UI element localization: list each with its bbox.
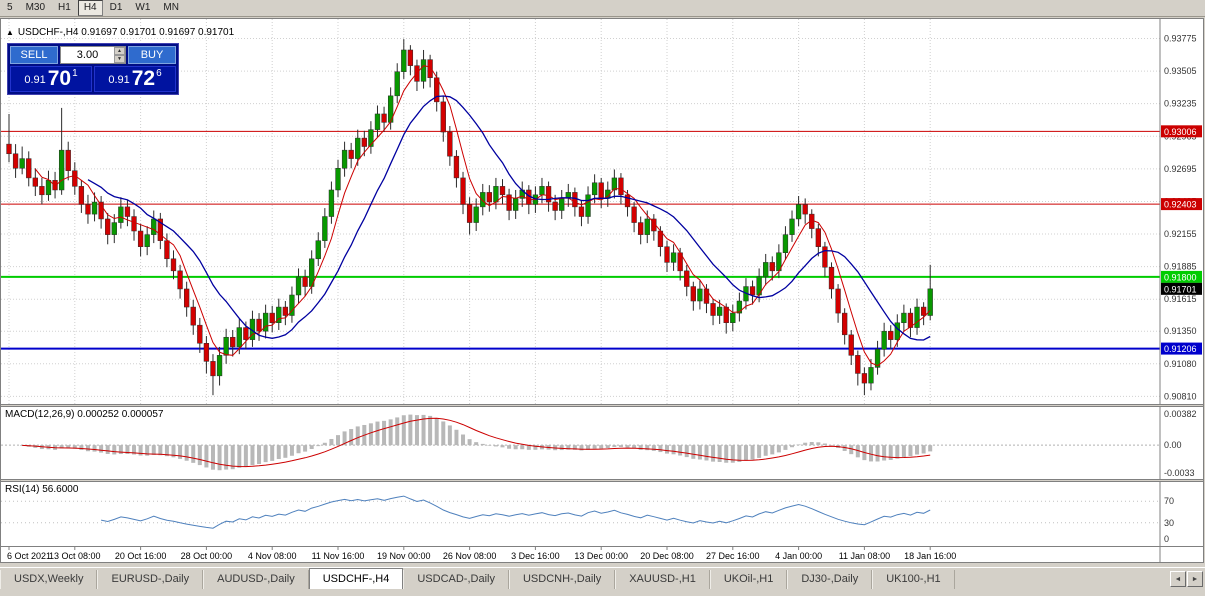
timeframe-button-mn[interactable]: MN xyxy=(163,2,179,13)
chart-tab-ukoil-h1[interactable]: UKOil-,H1 xyxy=(709,570,788,589)
horizontal-levels[interactable] xyxy=(1,130,1160,350)
timeframe-button-w1[interactable]: W1 xyxy=(135,2,151,13)
timeframe-button-5[interactable]: 5 xyxy=(7,2,13,13)
svg-text:0.91800: 0.91800 xyxy=(1164,272,1197,282)
svg-text:0.92403: 0.92403 xyxy=(1164,200,1197,210)
svg-text:0.00: 0.00 xyxy=(1164,440,1182,450)
svg-text:0: 0 xyxy=(1164,534,1169,544)
svg-text:0.93006: 0.93006 xyxy=(1164,127,1197,137)
volume-decrease-button[interactable]: ▼ xyxy=(114,55,125,63)
svg-text:0.91206: 0.91206 xyxy=(1164,344,1197,354)
timeframe-button-m30[interactable]: M30 xyxy=(25,2,46,13)
time-axis-label: 26 Nov 08:00 xyxy=(443,551,497,561)
time-axis-label: 28 Oct 00:00 xyxy=(181,551,233,561)
ask-price-pipette: 6 xyxy=(156,68,162,79)
chart-tab-usdx-weekly[interactable]: USDX,Weekly xyxy=(0,570,98,589)
svg-text:0.92695: 0.92695 xyxy=(1164,164,1197,174)
price-tag[interactable]: 0.91800 xyxy=(1161,270,1202,283)
svg-text:0.91701: 0.91701 xyxy=(1164,284,1197,294)
tab-scroll-left-button[interactable]: ◄ xyxy=(1170,571,1186,587)
macd-histogram xyxy=(20,414,933,471)
chart-header: ▲ USDCHF-,H4 0.91697 0.91701 0.91697 0.9… xyxy=(6,27,234,38)
price-tag[interactable]: 0.92403 xyxy=(1161,198,1202,211)
timeframe-button-d1[interactable]: D1 xyxy=(109,2,123,13)
ask-price-big-digits: 72 xyxy=(131,67,156,90)
chart-tab-uk100-h1[interactable]: UK100-,H1 xyxy=(872,570,955,589)
bid-price[interactable]: 0.91 70 1 xyxy=(10,66,92,92)
time-axis-label: 27 Dec 16:00 xyxy=(706,551,760,561)
time-axis-label: 4 Nov 08:00 xyxy=(248,551,297,561)
ask-price[interactable]: 0.91 72 6 xyxy=(94,66,176,92)
svg-text:0.92155: 0.92155 xyxy=(1164,229,1197,239)
chart-tab-bar: USDX,Weekly EURUSD-,Daily AUDUSD-,Daily USD… xyxy=(0,567,1205,589)
bid-price-prefix: 0.91 xyxy=(24,74,46,86)
svg-text:0.93235: 0.93235 xyxy=(1164,99,1197,109)
svg-text:0.91615: 0.91615 xyxy=(1164,294,1197,304)
candlesticks xyxy=(6,39,933,396)
time-axis-label: 11 Nov 16:00 xyxy=(312,551,365,561)
time-axis-label: 4 Jan 00:00 xyxy=(775,551,822,561)
chart-tab-xauusd-h1[interactable]: XAUUSD-,H1 xyxy=(615,570,710,589)
chart-tab-usdchf-h4[interactable]: USDCHF-,H4 xyxy=(308,568,404,589)
rsi-header: RSI(14) 56.6000 xyxy=(5,484,79,495)
svg-text:-0.0033: -0.0033 xyxy=(1164,468,1195,478)
price-tag: 0.91701 xyxy=(1161,282,1202,295)
svg-text:0.90810: 0.90810 xyxy=(1164,391,1197,401)
time-axis-label: 3 Dec 16:00 xyxy=(511,551,560,561)
chart-tab-usdcad-daily[interactable]: USDCAD-,Daily xyxy=(403,570,509,589)
chart-tab-list: USDX,Weekly EURUSD-,Daily AUDUSD-,Daily USD… xyxy=(0,568,1166,589)
timeframe-buttons-group: 5 M30 H1 H4 D1 W1 MN xyxy=(1,0,185,16)
svg-text:30: 30 xyxy=(1164,518,1174,528)
svg-text:0.91885: 0.91885 xyxy=(1164,262,1197,272)
tab-scroll-buttons: ◄ ► xyxy=(1166,571,1205,589)
svg-text:0.91080: 0.91080 xyxy=(1164,359,1197,369)
time-axis-label: 18 Jan 16:00 xyxy=(904,551,956,561)
one-click-trading-panel: SELL 3.00 ▲ ▼ BUY 0.91 70 1 xyxy=(7,43,179,95)
svg-text:0.93505: 0.93505 xyxy=(1164,66,1197,76)
chart-tab-usdcnh-daily[interactable]: USDCNH-,Daily xyxy=(508,570,616,589)
svg-text:0.93775: 0.93775 xyxy=(1164,34,1197,44)
chart-tab-audusd-daily[interactable]: AUDUSD-,Daily xyxy=(203,570,309,589)
time-axis-label: 6 Oct 2021 xyxy=(7,551,51,561)
price-tag[interactable]: 0.91206 xyxy=(1161,342,1202,355)
price-tag[interactable]: 0.93006 xyxy=(1161,125,1202,138)
volume-increase-button[interactable]: ▲ xyxy=(114,47,125,55)
timeframe-toolbar: 5 M30 H1 H4 D1 W1 MN xyxy=(0,0,1205,17)
time-axis-label: 11 Jan 08:00 xyxy=(839,551,890,561)
svg-text:0.91350: 0.91350 xyxy=(1164,326,1197,336)
time-axis-label: 13 Oct 08:00 xyxy=(49,551,101,561)
rsi-indicator-panel: RSI(14) 56.6000 70 30 0 xyxy=(1,482,1203,546)
timeframe-button-h4[interactable]: H4 xyxy=(77,0,103,16)
chart-tab-dj30-daily[interactable]: DJ30-,Daily xyxy=(787,570,873,589)
price-chart-area: 0.937750.935050.932350.929650.926950.924… xyxy=(1,19,1203,404)
ask-price-prefix: 0.91 xyxy=(108,74,130,86)
volume-spinner: ▲ ▼ xyxy=(114,47,125,63)
chart-tab-eurusd-daily[interactable]: EURUSD-,Daily xyxy=(97,570,204,589)
bid-price-pipette: 1 xyxy=(72,68,78,79)
collapse-panel-icon[interactable]: ▲ xyxy=(6,28,14,37)
time-axis-label: 20 Oct 16:00 xyxy=(115,551,167,561)
panel-splitter[interactable] xyxy=(1,404,1203,407)
panel-splitter[interactable] xyxy=(1,479,1203,482)
sell-button[interactable]: SELL xyxy=(10,46,58,64)
chart-window: 0.937750.935050.932350.929650.926950.924… xyxy=(0,18,1204,563)
bid-price-big-digits: 70 xyxy=(47,67,72,90)
tab-scroll-right-button[interactable]: ► xyxy=(1187,571,1203,587)
svg-text:0.00382: 0.00382 xyxy=(1164,409,1197,419)
time-axis-label: 20 Dec 08:00 xyxy=(640,551,694,561)
macd-indicator-panel: MACD(12,26,9) 0.000252 0.000057 0.00382 0.… xyxy=(1,407,1203,479)
buy-button[interactable]: BUY xyxy=(128,46,176,64)
time-axis-label: 19 Nov 00:00 xyxy=(377,551,431,561)
volume-input[interactable]: 3.00 ▲ ▼ xyxy=(60,46,126,64)
macd-header: MACD(12,26,9) 0.000252 0.000057 xyxy=(5,409,164,420)
price-chart[interactable]: 0.937750.935050.932350.929650.926950.924… xyxy=(1,19,1203,404)
svg-text:70: 70 xyxy=(1164,496,1174,506)
chart-ohlc-title: USDCHF-,H4 0.91697 0.91701 0.91697 0.917… xyxy=(17,27,235,38)
time-axis-label: 13 Dec 00:00 xyxy=(574,551,628,561)
volume-value[interactable]: 3.00 xyxy=(76,49,99,61)
timeframe-button-h1[interactable]: H1 xyxy=(58,2,71,13)
